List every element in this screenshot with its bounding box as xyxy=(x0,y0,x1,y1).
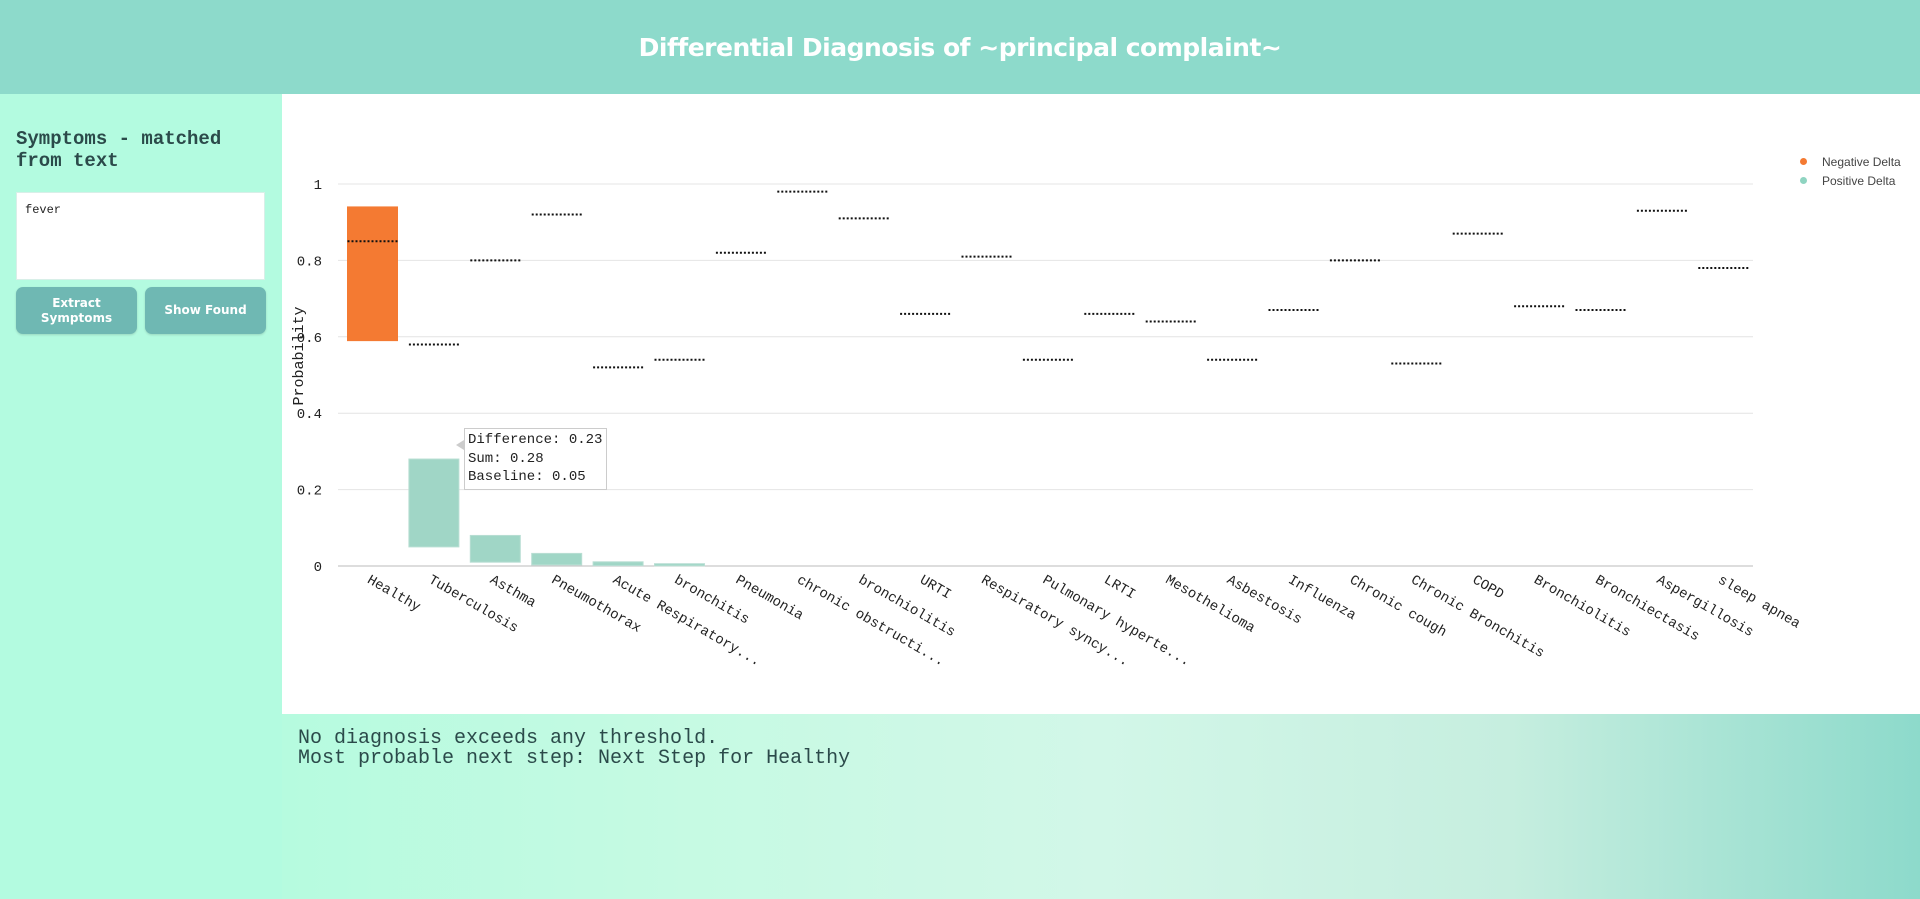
bar-positive xyxy=(592,561,644,567)
x-tick-label: Healthy xyxy=(364,572,423,615)
y-ticks: 0 0.2 0.4 0.6 0.8 1 xyxy=(297,178,322,576)
tooltip-baseline: Baseline: 0.05 xyxy=(468,469,586,485)
legend-label-positive: Positive Delta xyxy=(1822,173,1896,188)
x-tick-label: COPD xyxy=(1469,572,1506,603)
chart-panel: 0 0.2 0.4 0.6 0.8 1 Healthy Tuberculosis Asthma… xyxy=(282,94,1920,714)
hover-tooltip: Difference: 0.23 Sum: 0.28 Baseline: 0.0… xyxy=(464,428,607,490)
sidebar: Symptoms - matched from text fever Extra… xyxy=(0,94,282,899)
y-tick-label: 0 xyxy=(314,560,322,576)
tooltip-sum: Sum: 0.28 xyxy=(468,450,544,467)
bars xyxy=(347,206,705,567)
x-tick-label: Asthma xyxy=(487,572,539,611)
y-tick-label: 0.2 xyxy=(297,484,322,500)
y-axis-title: Probability xyxy=(291,306,308,405)
tooltip-arrow xyxy=(456,440,464,450)
y-tick-label: 0.8 xyxy=(297,254,322,270)
legend-dot-positive xyxy=(1800,177,1807,184)
page-title: Differential Diagnosis of ~principal com… xyxy=(638,32,1282,62)
legend: Negative Delta Positive Delta xyxy=(1800,152,1901,190)
legend-item-positive[interactable]: Positive Delta xyxy=(1800,171,1901,190)
extract-symptoms-button[interactable]: Extract Symptoms xyxy=(16,287,137,334)
x-tick-label: LRTI xyxy=(1101,572,1138,603)
bar-negative xyxy=(347,206,398,342)
bar-positive xyxy=(469,534,521,563)
x-tick-label: Bronchiectasis xyxy=(1592,572,1702,645)
app-header: Differential Diagnosis of ~principal com… xyxy=(0,0,1920,94)
show-found-button[interactable]: Show Found xyxy=(145,287,266,334)
bar-positive xyxy=(531,552,583,566)
bar-positive xyxy=(654,563,705,567)
grid-lines xyxy=(338,183,1753,567)
legend-label-negative: Negative Delta xyxy=(1822,154,1901,169)
y-tick-label: 1 xyxy=(314,178,322,194)
threshold-lines xyxy=(347,190,1749,369)
symptoms-heading: Symptoms - matched from text xyxy=(16,128,222,172)
result-next-step-text: Most probable next step: Next Step for H… xyxy=(298,747,851,770)
legend-dot-negative xyxy=(1800,158,1807,165)
bar-positive xyxy=(408,458,460,548)
symptoms-input[interactable]: fever xyxy=(16,192,265,280)
y-tick-label: 0.4 xyxy=(297,407,322,423)
tooltip-difference: Difference: 0.23 xyxy=(468,432,603,448)
result-threshold-text: No diagnosis exceeds any threshold. xyxy=(298,727,719,750)
y-tick-label: 0.6 xyxy=(297,331,322,347)
legend-item-negative[interactable]: Negative Delta xyxy=(1800,152,1901,171)
result-panel: No diagnosis exceeds any threshold. Most… xyxy=(282,714,1920,899)
x-tick-label: URTI xyxy=(917,572,954,603)
diagnosis-chart: 0 0.2 0.4 0.6 0.8 1 Healthy TuberculosisAsthma… xyxy=(291,178,1803,670)
